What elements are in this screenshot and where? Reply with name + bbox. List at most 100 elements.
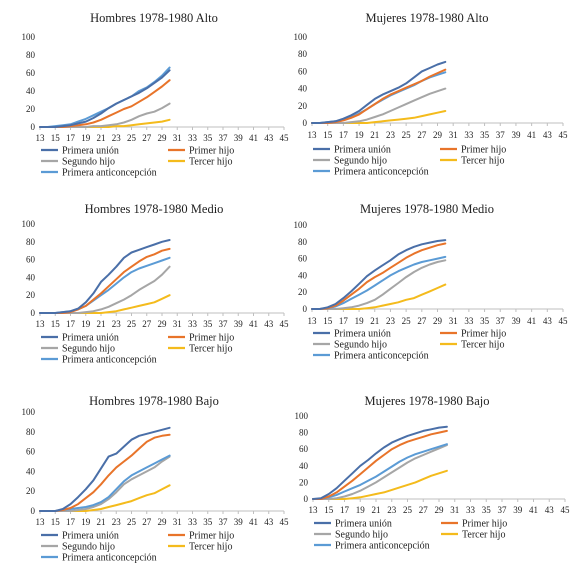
legend-item: Primera anticoncepción	[41, 553, 157, 564]
legend-label: Primera anticoncepción	[62, 168, 157, 179]
legend-item: Primera unión	[313, 145, 391, 156]
series-line-primera-anticoncepcion	[311, 255, 447, 310]
x-tick-label: 27	[417, 316, 427, 326]
x-tick-label: 31	[173, 133, 182, 143]
y-tick-label: 20	[26, 486, 36, 496]
legend-item: Primera unión	[41, 146, 119, 157]
legend-item: Primera unión	[314, 519, 392, 530]
x-tick-label: 41	[529, 505, 538, 515]
legend-item: Tercer hijo	[168, 157, 232, 168]
legend-label: Segundo hijo	[62, 344, 115, 355]
y-tick-label: 40	[26, 86, 36, 96]
x-tick-label: 37	[219, 133, 229, 143]
x-tick-label: 25	[127, 133, 137, 143]
series-line-primera-anticoncepcion	[312, 443, 448, 500]
x-tick-label: 39	[234, 133, 244, 143]
x-tick-label: 31	[173, 517, 182, 527]
legend-item: Primera anticoncepción	[41, 168, 157, 179]
x-tick-label: 45	[559, 130, 569, 140]
legend-item: Tercer hijo	[440, 156, 504, 167]
x-tick-label: 13	[308, 316, 318, 326]
x-tick-label: 21	[97, 133, 106, 143]
x-tick-label: 17	[66, 133, 76, 143]
x-tick-label: 19	[355, 130, 365, 140]
x-tick-label: 33	[188, 133, 198, 143]
legend-label: Segundo hijo	[334, 340, 387, 351]
legend-item: Primera unión	[313, 329, 391, 340]
legend-label: Segundo hijo	[62, 157, 115, 168]
x-tick-label: 29	[435, 505, 445, 515]
legend-item: Segundo hijo	[41, 157, 115, 168]
x-tick-label: 39	[234, 319, 244, 329]
chart-title: Hombres 1978-1980 Medio	[85, 202, 224, 216]
x-tick-label: 25	[127, 319, 137, 329]
x-tick-label: 25	[127, 517, 137, 527]
x-tick-label: 41	[249, 319, 258, 329]
y-tick-label: 40	[298, 270, 308, 280]
x-tick-label: 13	[309, 505, 319, 515]
legend-item: Primera unión	[41, 333, 119, 344]
x-tick-label: 35	[203, 517, 213, 527]
x-tick-label: 27	[417, 130, 427, 140]
x-tick-label: 15	[51, 517, 61, 527]
series-line-primera-union	[39, 69, 171, 128]
legend-item: Primera anticoncepción	[314, 541, 430, 552]
x-tick-label: 23	[112, 133, 122, 143]
y-tick-label: 20	[299, 477, 309, 487]
x-tick-label: 43	[543, 316, 553, 326]
y-tick-label: 20	[298, 101, 308, 111]
x-tick-label: 27	[419, 505, 429, 515]
x-tick-label: 35	[203, 133, 213, 143]
legend-item: Tercer hijo	[441, 530, 505, 541]
x-tick-label: 33	[188, 517, 198, 527]
legend-item: Segundo hijo	[313, 340, 387, 351]
y-tick-label: 0	[31, 122, 36, 132]
y-tick-label: 0	[304, 494, 309, 504]
series-line-primera-union	[39, 239, 171, 314]
legend-label: Primer hijo	[461, 145, 506, 156]
x-tick-label: 35	[203, 319, 213, 329]
y-tick-label: 60	[26, 68, 36, 78]
legend-label: Primera unión	[62, 146, 119, 157]
legend-label: Primera anticoncepción	[62, 355, 157, 366]
legend-item: Tercer hijo	[168, 344, 232, 355]
x-tick-label: 13	[36, 133, 46, 143]
legend-label: Primera anticoncepción	[334, 351, 429, 362]
legend-item: Primer hijo	[440, 329, 506, 340]
series-line-primer-hijo	[311, 242, 447, 310]
y-tick-label: 40	[26, 272, 36, 282]
x-tick-label: 31	[450, 505, 459, 515]
y-tick-label: 100	[294, 220, 308, 230]
y-tick-label: 100	[22, 219, 36, 229]
x-tick-label: 21	[97, 517, 106, 527]
x-tick-label: 29	[158, 319, 168, 329]
legend-label: Primera anticoncepción	[62, 553, 157, 564]
y-tick-label: 0	[303, 118, 308, 128]
x-tick-label: 33	[466, 505, 476, 515]
legend-item: Primera anticoncepción	[41, 355, 157, 366]
legend-item: Primer hijo	[440, 145, 506, 156]
legend-item: Primer hijo	[168, 531, 234, 542]
x-tick-label: 41	[527, 316, 536, 326]
x-tick-label: 29	[158, 517, 168, 527]
x-tick-label: 39	[513, 505, 523, 515]
legend-label: Primer hijo	[189, 333, 234, 344]
x-tick-label: 17	[340, 505, 350, 515]
x-tick-label: 45	[280, 319, 290, 329]
series-line-segundo-hijo	[311, 259, 447, 310]
legend-label: Tercer hijo	[189, 542, 232, 553]
x-tick-label: 45	[280, 133, 290, 143]
y-tick-label: 100	[22, 407, 36, 417]
y-tick-label: 60	[26, 255, 36, 265]
legend-label: Primera unión	[334, 145, 391, 156]
x-tick-label: 15	[323, 316, 333, 326]
legend-label: Primer hijo	[189, 146, 234, 157]
x-tick-label: 13	[36, 319, 46, 329]
y-tick-label: 80	[26, 427, 36, 437]
x-tick-label: 29	[158, 133, 168, 143]
x-tick-label: 15	[323, 130, 333, 140]
x-tick-label: 19	[81, 517, 91, 527]
x-tick-label: 43	[545, 505, 555, 515]
legend-label: Primera anticoncepción	[334, 167, 429, 178]
x-tick-label: 21	[372, 505, 381, 515]
